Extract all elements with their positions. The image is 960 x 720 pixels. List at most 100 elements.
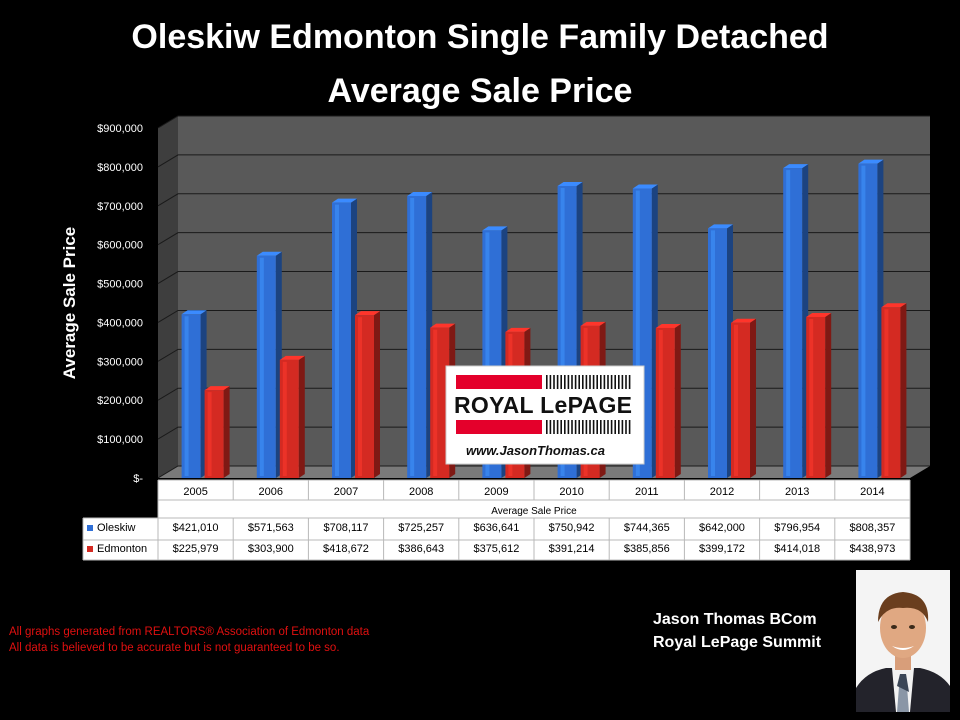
bar-top bbox=[858, 159, 884, 164]
data-label-edmonton: $386,643 bbox=[398, 543, 444, 555]
logo-barcode-line bbox=[610, 420, 613, 434]
logo-barcode-line bbox=[560, 375, 562, 389]
data-label-oleskiw: $750,942 bbox=[549, 522, 595, 534]
bar-oleskiw-2012 bbox=[708, 224, 733, 478]
logo-barcode-line bbox=[592, 420, 595, 434]
bar-highlight bbox=[358, 317, 362, 476]
bar-oleskiw-2008 bbox=[407, 191, 433, 478]
bar-oleskiw-2014 bbox=[858, 159, 884, 478]
logo-barcode-line bbox=[628, 420, 631, 434]
logo-barcode-line bbox=[607, 375, 609, 389]
y-tick-label: $100,000 bbox=[97, 434, 143, 446]
bar-side bbox=[674, 323, 681, 478]
data-label-oleskiw: $421,010 bbox=[173, 522, 219, 534]
logo-barcode-line bbox=[582, 375, 584, 389]
x-tick-label: 2009 bbox=[484, 486, 508, 498]
logo-barcode-line bbox=[592, 375, 595, 389]
bar-highlight bbox=[711, 230, 715, 476]
bar-top bbox=[355, 311, 380, 316]
logo-barcode-line bbox=[585, 375, 588, 389]
logo-barcode-line bbox=[610, 375, 613, 389]
logo-barcode-line bbox=[549, 375, 552, 389]
logo-red-bar-bottom bbox=[456, 420, 542, 434]
bar-top bbox=[430, 323, 456, 328]
bar-side bbox=[298, 355, 305, 478]
data-label-oleskiw: $636,641 bbox=[473, 522, 519, 534]
bar-front bbox=[708, 228, 727, 478]
data-label-oleskiw: $708,117 bbox=[323, 522, 368, 534]
credit-company: Royal LePage Summit bbox=[653, 634, 822, 651]
logo-barcode-line bbox=[596, 375, 598, 389]
bar-side bbox=[374, 311, 380, 478]
bar-front bbox=[731, 322, 750, 478]
bar-top bbox=[332, 198, 357, 203]
logo-barcode-line bbox=[571, 375, 573, 389]
bar-edmonton-2011 bbox=[655, 323, 681, 478]
logo-barcode-line bbox=[603, 420, 606, 434]
logo-barcode-line bbox=[625, 375, 627, 389]
logo-barcode-line bbox=[556, 420, 559, 434]
gridline bbox=[157, 232, 930, 246]
logo-red-bar-top bbox=[456, 375, 542, 389]
logo-barcode-line bbox=[614, 375, 616, 389]
data-label-oleskiw: $796,954 bbox=[774, 522, 820, 534]
disclaimer-line1: All graphs generated from REALTORS® Asso… bbox=[9, 626, 370, 638]
logo-barcode-line bbox=[564, 375, 566, 389]
logo-barcode-line bbox=[618, 420, 620, 434]
logo-barcode-line bbox=[603, 375, 606, 389]
bar-highlight bbox=[184, 316, 189, 476]
logo-barcode-line bbox=[600, 375, 602, 389]
data-label-edmonton: $414,018 bbox=[774, 543, 820, 555]
bar-edmonton-2005 bbox=[204, 386, 230, 478]
y-tick-label: $500,000 bbox=[97, 279, 143, 291]
bar-highlight bbox=[884, 309, 889, 476]
bar-front bbox=[655, 327, 675, 478]
x-tick-label: 2005 bbox=[183, 486, 207, 498]
data-label-edmonton: $399,172 bbox=[699, 543, 745, 555]
data-label-oleskiw: $571,563 bbox=[248, 522, 294, 534]
data-label-edmonton: $225,979 bbox=[173, 543, 219, 555]
logo-brand-text: ROYAL LePAGE bbox=[454, 392, 632, 418]
bar-oleskiw-2006 bbox=[256, 251, 282, 478]
x-tick-label: 2008 bbox=[409, 486, 433, 498]
data-label-edmonton: $385,856 bbox=[624, 543, 670, 555]
bar-oleskiw-2013 bbox=[783, 164, 809, 479]
bar-front bbox=[256, 255, 276, 478]
bar-highlight bbox=[786, 170, 791, 477]
bar-edmonton-2006 bbox=[279, 355, 305, 478]
x-tick-label: 2010 bbox=[559, 486, 583, 498]
bar-top bbox=[482, 226, 508, 231]
bar-highlight bbox=[560, 187, 565, 477]
bar-front bbox=[881, 307, 901, 478]
bar-edmonton-2014 bbox=[881, 303, 907, 478]
y-tick-label: $300,000 bbox=[97, 356, 143, 368]
bar-highlight bbox=[433, 329, 438, 476]
y-axis-label: Average Sale Price bbox=[60, 226, 79, 380]
logo-barcode-line bbox=[567, 420, 570, 434]
bar-highlight bbox=[207, 392, 212, 476]
gridline bbox=[157, 115, 930, 129]
disclaimer-line2: All data is believed to be accurate but … bbox=[9, 642, 340, 654]
gridline bbox=[157, 271, 930, 284]
bar-side bbox=[750, 318, 756, 478]
bar-highlight bbox=[282, 361, 287, 476]
logo-barcode-line bbox=[553, 420, 555, 434]
bar-top bbox=[279, 355, 305, 360]
logo-barcode-line bbox=[546, 420, 548, 434]
logo-barcode-line bbox=[578, 420, 580, 434]
logo-barcode-line bbox=[589, 375, 591, 389]
data-label-edmonton: $303,900 bbox=[248, 543, 294, 555]
logo-barcode-line bbox=[549, 420, 552, 434]
data-label-edmonton: $375,612 bbox=[473, 543, 519, 555]
logo-barcode-line bbox=[589, 420, 591, 434]
bar-edmonton-2013 bbox=[806, 312, 832, 478]
x-axis-label: Average Sale Price bbox=[491, 506, 577, 517]
x-tick-label: 2011 bbox=[635, 486, 659, 498]
bar-front bbox=[332, 202, 351, 479]
logo-barcode-line bbox=[618, 375, 620, 389]
logo-barcode-line bbox=[621, 420, 624, 434]
bar-oleskiw-2005 bbox=[181, 310, 207, 478]
bar-side bbox=[223, 386, 230, 478]
bar-front bbox=[204, 390, 224, 478]
logo-barcode-line bbox=[607, 420, 609, 434]
